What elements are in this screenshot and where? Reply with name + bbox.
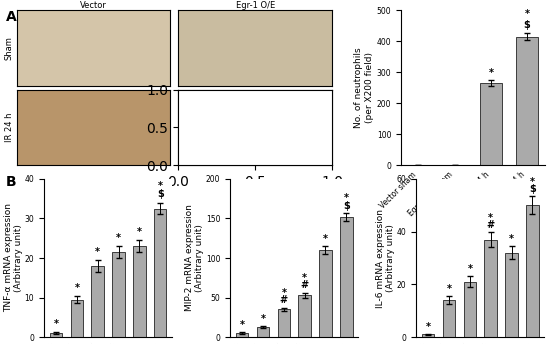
Text: $: $ <box>157 190 163 200</box>
Bar <box>154 208 167 337</box>
Bar <box>480 83 502 165</box>
Bar <box>257 327 270 337</box>
Text: *: * <box>53 319 59 329</box>
Title: Egr-1 O/E: Egr-1 O/E <box>235 1 275 10</box>
Text: $: $ <box>529 184 536 194</box>
Bar <box>50 333 62 337</box>
Text: *: * <box>468 264 472 275</box>
Text: *: * <box>240 320 245 330</box>
Text: *: * <box>509 234 514 244</box>
Text: *: * <box>74 283 79 293</box>
Y-axis label: No. of neutrophils
(per X200 field): No. of neutrophils (per X200 field) <box>355 47 374 128</box>
Text: *: * <box>530 177 535 187</box>
Bar <box>526 205 538 337</box>
Y-axis label: TNF-α mRNA expression
(Arbitrary unit): TNF-α mRNA expression (Arbitrary unit) <box>4 204 23 312</box>
Text: *: * <box>344 193 349 203</box>
Text: A: A <box>6 10 16 24</box>
Text: *: * <box>302 272 307 282</box>
Y-axis label: IL-6 mRNA expression
(Arbitrary unit): IL-6 mRNA expression (Arbitrary unit) <box>376 208 395 308</box>
Y-axis label: MIP-2 mRNA expression
(Arbitrary unit): MIP-2 mRNA expression (Arbitrary unit) <box>185 205 205 311</box>
Bar <box>278 310 290 337</box>
Text: *: * <box>158 181 163 191</box>
Text: *: * <box>488 213 493 223</box>
Text: *: * <box>488 67 493 77</box>
Y-axis label: IR 24 h: IR 24 h <box>5 112 14 142</box>
Bar <box>299 295 311 337</box>
Bar <box>70 300 83 337</box>
Text: #: # <box>280 295 288 305</box>
Text: *
$: * $ <box>524 9 531 30</box>
Bar <box>422 334 435 337</box>
Bar <box>485 239 497 337</box>
Title: Vector: Vector <box>80 1 107 10</box>
Bar <box>319 250 332 337</box>
Bar <box>505 253 518 337</box>
Text: *: * <box>447 284 452 294</box>
Text: #: # <box>301 280 309 290</box>
Bar <box>443 300 455 337</box>
Text: *: * <box>426 322 431 332</box>
Bar <box>340 217 353 337</box>
Text: #: # <box>487 219 495 229</box>
Bar <box>133 246 146 337</box>
Text: *: * <box>282 288 287 298</box>
Bar <box>91 266 104 337</box>
Text: *: * <box>116 233 121 243</box>
Text: $: $ <box>343 201 350 211</box>
Bar <box>516 36 538 165</box>
Bar <box>464 282 476 337</box>
Y-axis label: Sham: Sham <box>5 36 14 60</box>
Text: *: * <box>95 247 100 257</box>
Bar <box>236 333 249 337</box>
Text: *: * <box>137 227 142 237</box>
Text: B: B <box>6 175 16 190</box>
Text: *: * <box>323 234 328 244</box>
Text: *: * <box>261 314 266 324</box>
Bar <box>112 252 125 337</box>
